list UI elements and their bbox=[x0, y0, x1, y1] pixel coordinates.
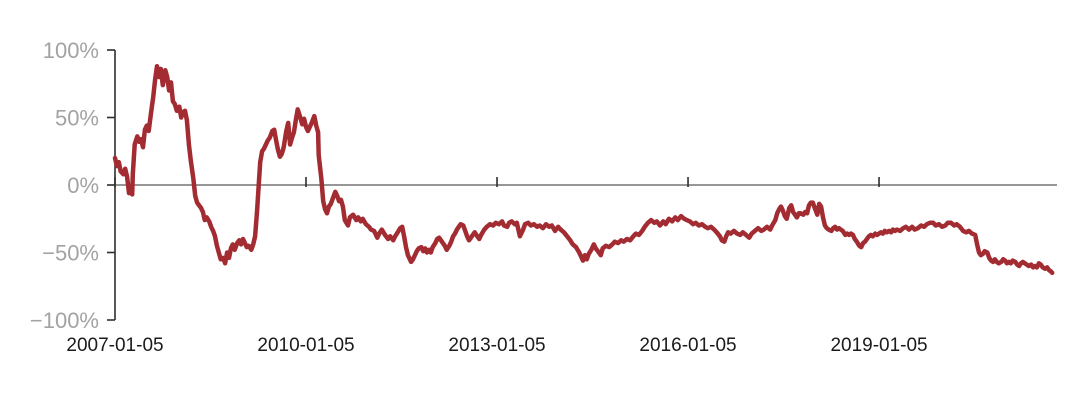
x-tick-label: 2007-01-05 bbox=[66, 335, 163, 356]
y-tick-label: 0% bbox=[67, 173, 99, 198]
y-tick-label: 50% bbox=[55, 105, 99, 130]
series-line bbox=[112, 63, 1055, 276]
x-tick-label: 2010-01-05 bbox=[257, 335, 354, 356]
y-tick-label: −50% bbox=[42, 240, 99, 265]
x-tick-label: 2013-01-05 bbox=[448, 335, 545, 356]
x-tick-label: 2019-01-05 bbox=[830, 335, 927, 356]
x-tick-label: 2016-01-05 bbox=[639, 335, 736, 356]
y-tick-label: 100% bbox=[43, 38, 99, 63]
y-tick-label: −100% bbox=[30, 308, 99, 333]
